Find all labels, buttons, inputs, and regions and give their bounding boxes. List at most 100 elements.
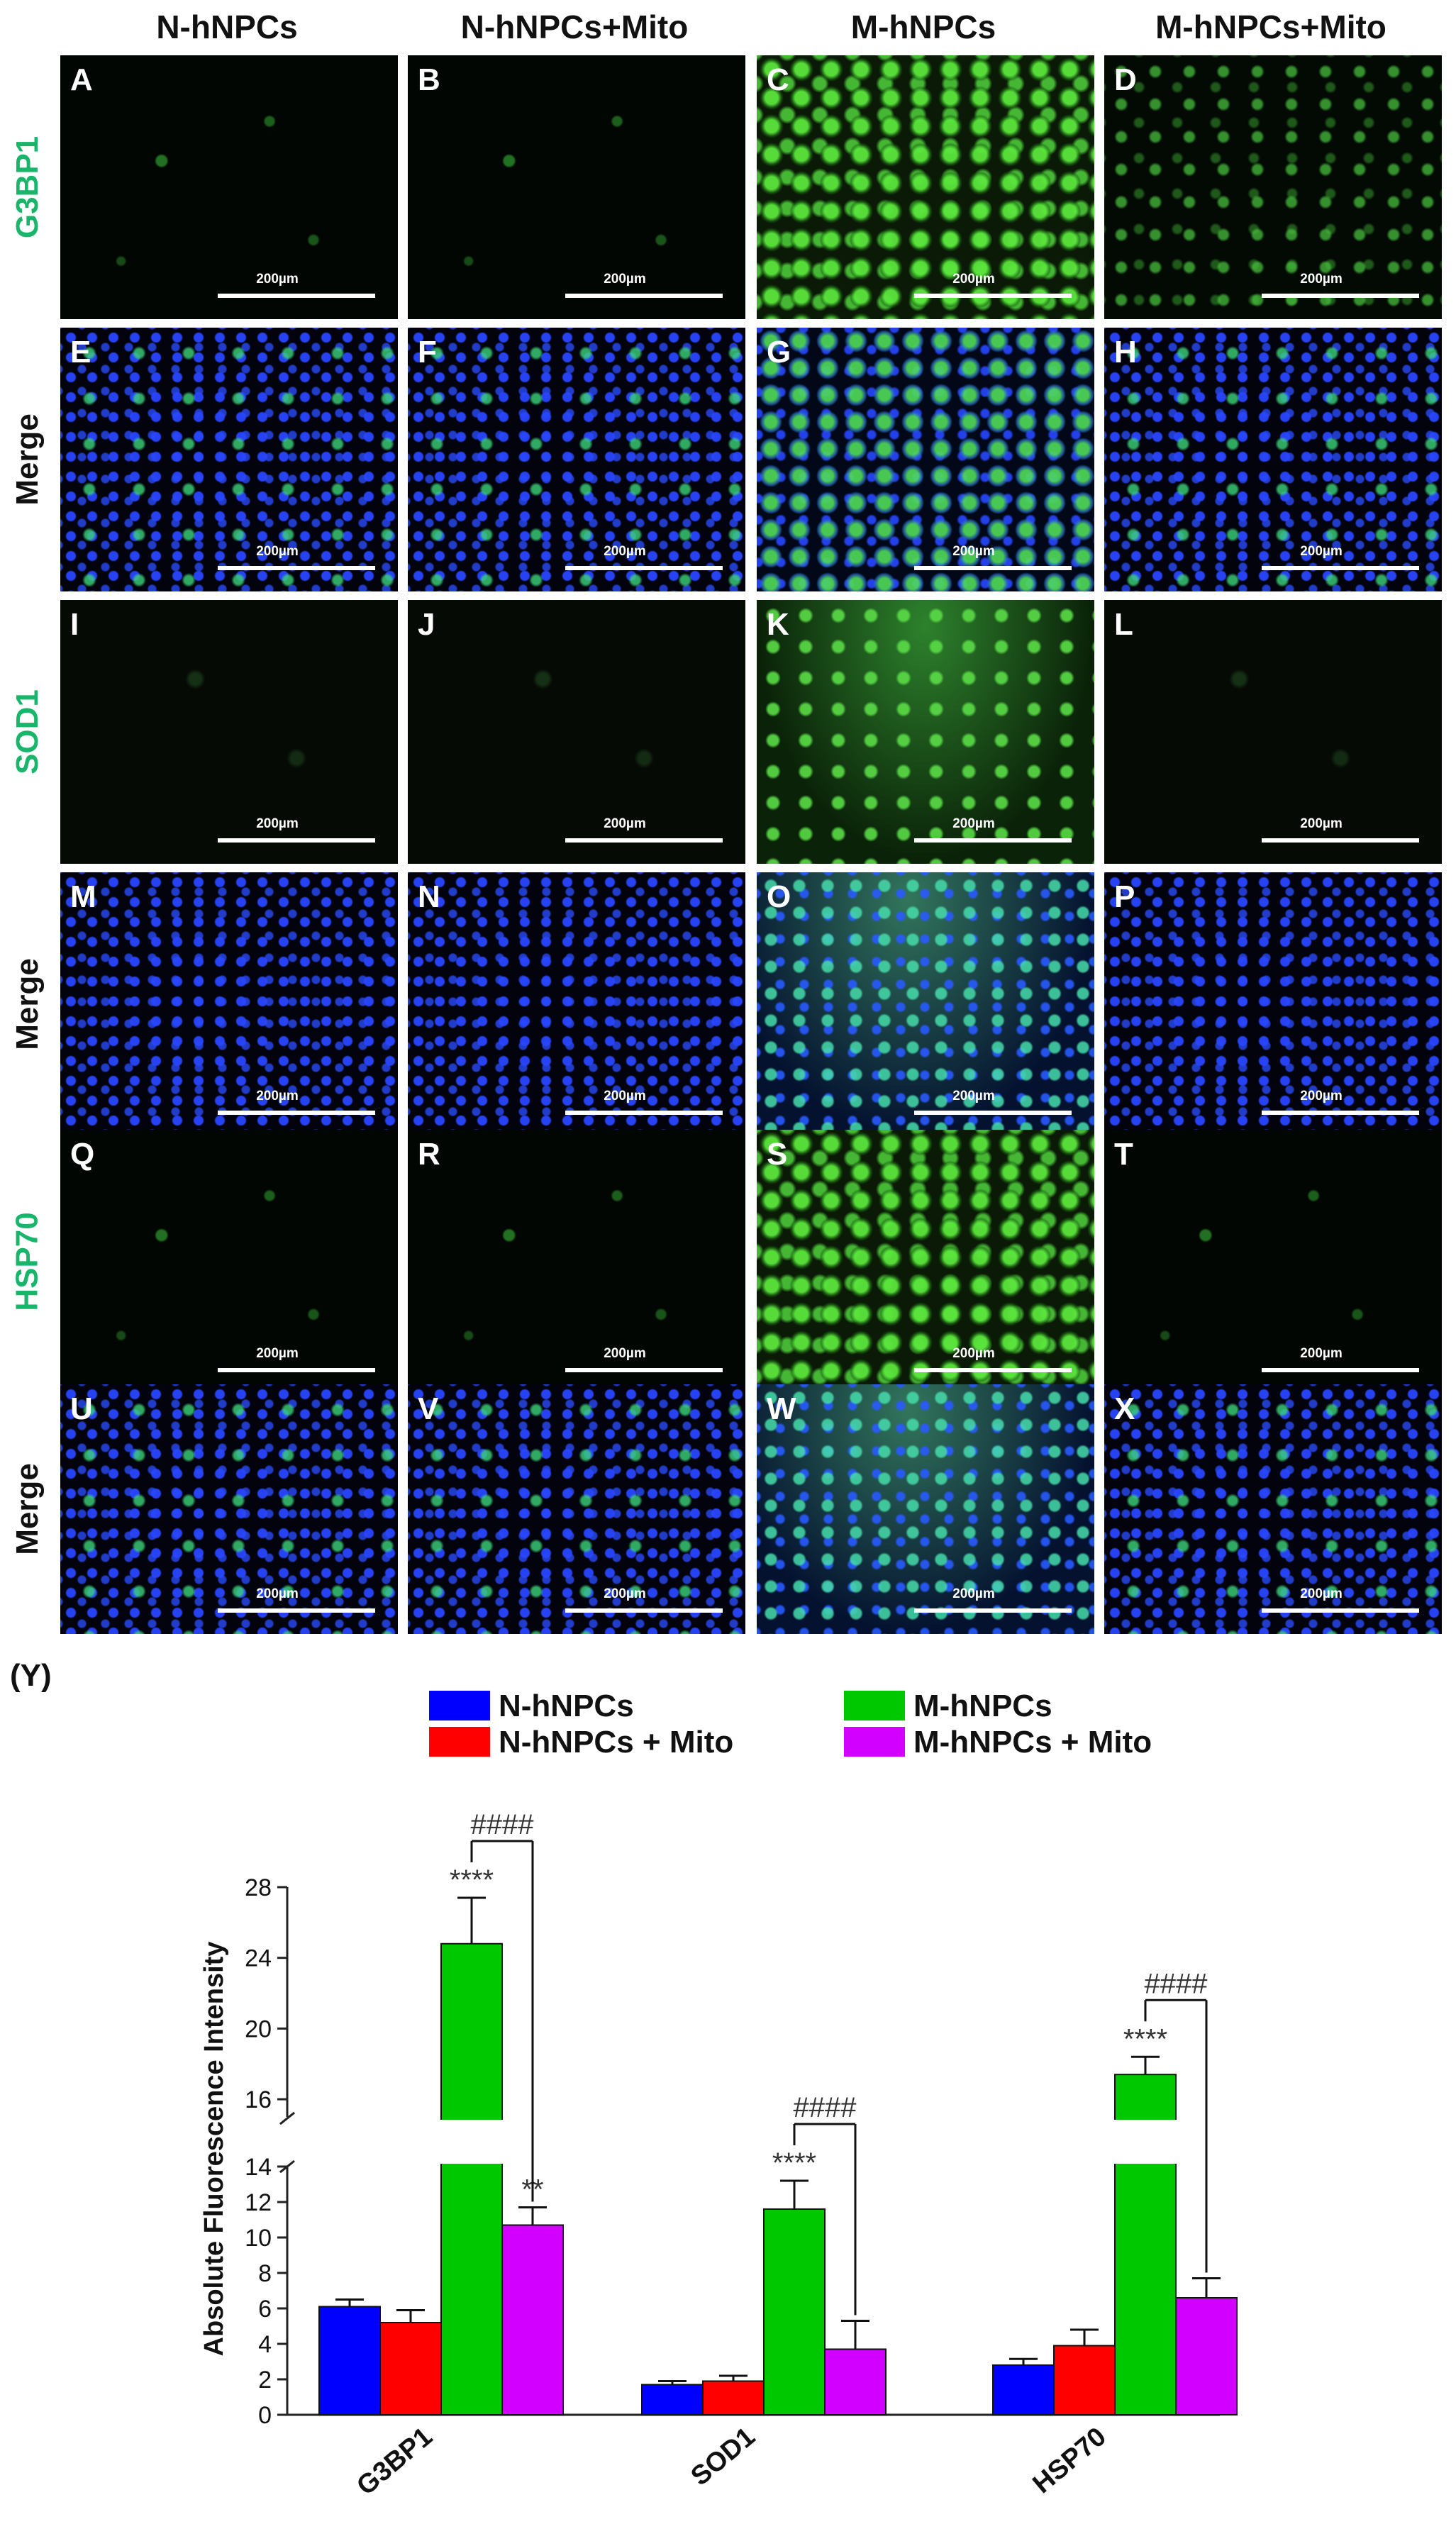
significance-label: ****: [772, 2147, 816, 2179]
legend-label: M-hNPCs + Mito: [913, 1725, 1152, 1759]
scale-bar: [565, 1608, 723, 1613]
axis-break-gap: [289, 2120, 1225, 2164]
row-label-merge-1: Merge: [10, 413, 45, 506]
panel-letter: C: [767, 62, 789, 97]
scale-bar: [218, 1111, 375, 1115]
scale-bar: [218, 566, 375, 570]
scale-bar: [914, 1111, 1072, 1115]
bar: [824, 2348, 887, 2415]
column-header-n-hnpcs-mito: N-hNPCs+Mito: [460, 9, 689, 45]
scale-bar: [1262, 566, 1419, 570]
bar: [501, 2224, 564, 2415]
bracket-significance-label: ####: [1145, 1968, 1208, 1999]
y-tick-label: 2: [258, 2367, 272, 2394]
micrograph-panel-v: V 200µm: [408, 1384, 745, 1634]
scale-bar: [565, 294, 723, 298]
micrograph-panel-l: L 200µm: [1104, 600, 1442, 864]
y-tick-label: 4: [258, 2331, 272, 2358]
panel-letter: K: [767, 607, 789, 642]
micrograph-panel-t: T 200µm: [1104, 1130, 1442, 1394]
panel-letter: D: [1114, 62, 1137, 97]
micrograph-panel-o: O 200µm: [757, 872, 1094, 1136]
scale-bar: [565, 1111, 723, 1115]
micrograph-panel-g: G 200µm: [757, 328, 1094, 591]
micrograph-panel-m: M 200µm: [60, 872, 398, 1136]
bar: [992, 2364, 1055, 2415]
panel-letter: P: [1114, 879, 1135, 914]
panel-letter: F: [418, 335, 437, 369]
scale-bar: [914, 294, 1072, 298]
panel-letter: G: [767, 335, 791, 369]
scale-bar-label: 200µm: [256, 1089, 299, 1103]
micrograph-panel-j: J 200µm: [408, 600, 745, 864]
scale-bar: [914, 1368, 1072, 1372]
y-tick-label: 16: [245, 2086, 272, 2113]
y-tick-label: 28: [245, 1874, 272, 1901]
scale-bar: [1262, 838, 1419, 843]
scale-bar: [565, 1368, 723, 1372]
scale-bar-label: 200µm: [1300, 1346, 1343, 1361]
y-tick-label: 0: [258, 2402, 272, 2429]
micrograph-panel-x: X 200µm: [1104, 1384, 1442, 1634]
legend-swatch: [429, 1691, 490, 1720]
y-tick-label: 12: [245, 2189, 272, 2216]
bracket-significance-label: ####: [471, 1809, 535, 1840]
scale-bar: [1262, 1368, 1419, 1372]
micrograph-panel-e: E 200µm: [60, 328, 398, 591]
bar: [1175, 2297, 1238, 2415]
y-tick-label: 8: [258, 2260, 272, 2287]
scale-bar: [218, 1608, 375, 1613]
panel-letter: B: [418, 62, 440, 97]
significance-label: ****: [1123, 2023, 1167, 2055]
bar: [318, 2306, 381, 2415]
column-header-n-hnpcs: N-hNPCs: [156, 9, 298, 45]
micrograph-panel-i: I 200µm: [60, 600, 398, 864]
axis-break-mark: [279, 2111, 295, 2125]
panel-letter: S: [767, 1137, 788, 1172]
micrograph-panel-k: K 200µm: [757, 600, 1094, 864]
panel-letter: Q: [70, 1137, 95, 1172]
scale-bar: [218, 838, 375, 843]
panel-letter: E: [70, 335, 91, 369]
row-label-sod1: SOD1: [10, 689, 45, 774]
scale-bar-label: 200µm: [952, 816, 995, 831]
scale-bar-label: 200µm: [256, 544, 299, 559]
bracket-significance-label: ####: [794, 2092, 857, 2123]
panel-letter: U: [70, 1391, 93, 1426]
scale-bar-label: 200µm: [604, 544, 646, 559]
micrograph-panel-q: Q 200µm: [60, 1130, 398, 1394]
y-axis-label: Absolute Fluorescence Intensity: [199, 1942, 229, 2357]
panel-letter: I: [70, 607, 79, 642]
legend-swatch: [844, 1727, 905, 1757]
bar: [440, 1942, 503, 2415]
row-label-merge-2: Merge: [10, 958, 45, 1050]
scale-bar-label: 200µm: [604, 1089, 646, 1103]
panel-letter: A: [70, 62, 93, 97]
micrograph-panel-f: F 200µm: [408, 328, 745, 591]
scale-bar: [1262, 1111, 1419, 1115]
micrograph-panel-s: S 200µm: [757, 1130, 1094, 1394]
bar: [702, 2380, 765, 2415]
y-tick-label: 24: [245, 1945, 272, 1972]
panel-letter: H: [1114, 335, 1137, 369]
column-header-m-hnpcs: M-hNPCs: [850, 9, 996, 45]
scale-bar-label: 200µm: [604, 816, 646, 831]
micrograph-panel-u: U 200µm: [60, 1384, 398, 1634]
bar: [641, 2384, 704, 2415]
scale-bar-label: 200µm: [256, 1346, 299, 1361]
category-label: G3BP1: [351, 2422, 438, 2501]
scale-bar-label: 200µm: [952, 1586, 995, 1601]
scale-bar: [218, 294, 375, 298]
legend-swatch: [844, 1691, 905, 1720]
panel-letter: J: [418, 607, 435, 642]
panel-letter: V: [418, 1391, 439, 1426]
scale-bar-label: 200µm: [952, 272, 995, 287]
category-label: HSP70: [1028, 2422, 1112, 2500]
micrograph-panel-c: C 200µm: [757, 55, 1094, 319]
axis-break-mark: [279, 2159, 295, 2174]
scale-bar: [914, 1608, 1072, 1613]
micrograph-panel-b: B 200µm: [408, 55, 745, 319]
scale-bar: [1262, 1608, 1419, 1613]
panel-letter: X: [1114, 1391, 1135, 1426]
